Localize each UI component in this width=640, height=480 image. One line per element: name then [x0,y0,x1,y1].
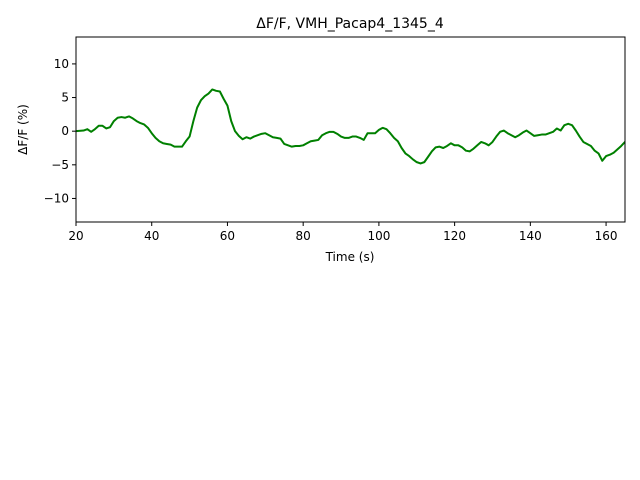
series-line-0 [76,88,625,165]
plot-frame [75,36,626,223]
chart-title: ΔF/F, VMH_Pacap4_1345_4 [256,16,444,32]
series-layer [76,88,625,165]
y-tick-label: 5 [61,91,69,105]
y-tick-label: 10 [54,57,69,71]
x-tick-label: 100 [367,229,390,243]
x-tick-label: 160 [595,229,618,243]
y-tick-label: −5 [51,158,69,172]
x-tick-label: 80 [296,229,311,243]
x-axis: 20 40 60 80 100 120 140 160 [68,222,618,243]
x-tick-label: 120 [443,229,466,243]
y-tick-label: 0 [61,124,69,138]
y-tick-label: −10 [44,191,69,205]
plot-area [75,36,626,223]
x-tick-label: 20 [68,229,83,243]
x-tick-label: 60 [220,229,235,243]
y-axis-label: ΔF/F (%) [16,104,30,155]
x-tick-label: 140 [519,229,542,243]
y-axis: 10 5 0 −5 −10 [44,57,76,205]
x-axis-label: Time (s) [325,250,375,264]
x-tick-label: 40 [144,229,159,243]
